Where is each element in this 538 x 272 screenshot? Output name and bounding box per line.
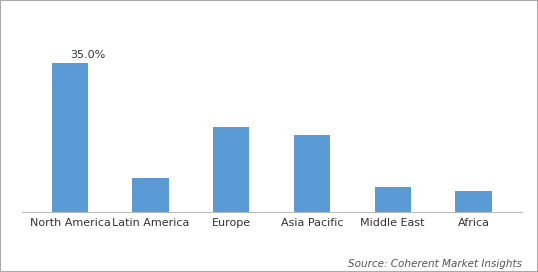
Bar [52,63,88,212]
Bar [374,187,411,212]
Text: Source: Coherent Market Insights: Source: Coherent Market Insights [348,259,522,269]
Bar [294,135,330,212]
Bar [455,191,492,212]
Bar [132,178,169,212]
Bar [213,127,250,212]
Text: 35.0%: 35.0% [70,50,105,60]
